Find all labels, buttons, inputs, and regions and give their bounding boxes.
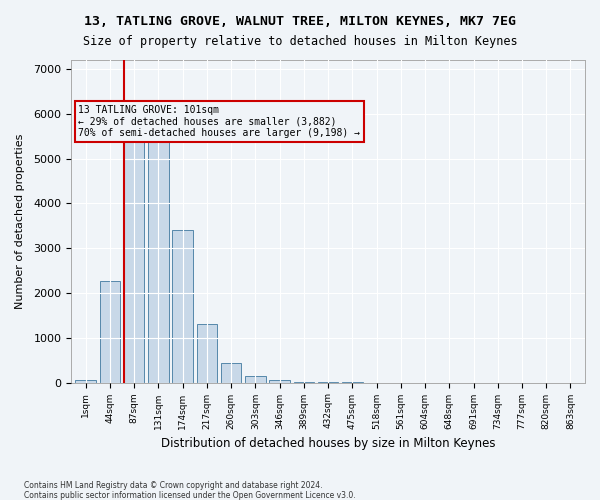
- Bar: [269, 380, 290, 382]
- Bar: [76, 380, 96, 382]
- Bar: [124, 138, 145, 382]
- Text: 13, TATLING GROVE, WALNUT TREE, MILTON KEYNES, MK7 7EG: 13, TATLING GROVE, WALNUT TREE, MILTON K…: [84, 15, 516, 28]
- Y-axis label: Number of detached properties: Number of detached properties: [15, 134, 25, 309]
- Text: Contains HM Land Registry data © Crown copyright and database right 2024.: Contains HM Land Registry data © Crown c…: [24, 481, 323, 490]
- Bar: [221, 364, 241, 382]
- Text: Size of property relative to detached houses in Milton Keynes: Size of property relative to detached ho…: [83, 35, 517, 48]
- Bar: [245, 376, 266, 382]
- Bar: [100, 281, 120, 382]
- Bar: [148, 138, 169, 382]
- Bar: [197, 324, 217, 382]
- Text: Contains public sector information licensed under the Open Government Licence v3: Contains public sector information licen…: [24, 491, 356, 500]
- Bar: [172, 230, 193, 382]
- X-axis label: Distribution of detached houses by size in Milton Keynes: Distribution of detached houses by size …: [161, 437, 496, 450]
- Text: 13 TATLING GROVE: 101sqm
← 29% of detached houses are smaller (3,882)
70% of sem: 13 TATLING GROVE: 101sqm ← 29% of detach…: [79, 105, 361, 138]
